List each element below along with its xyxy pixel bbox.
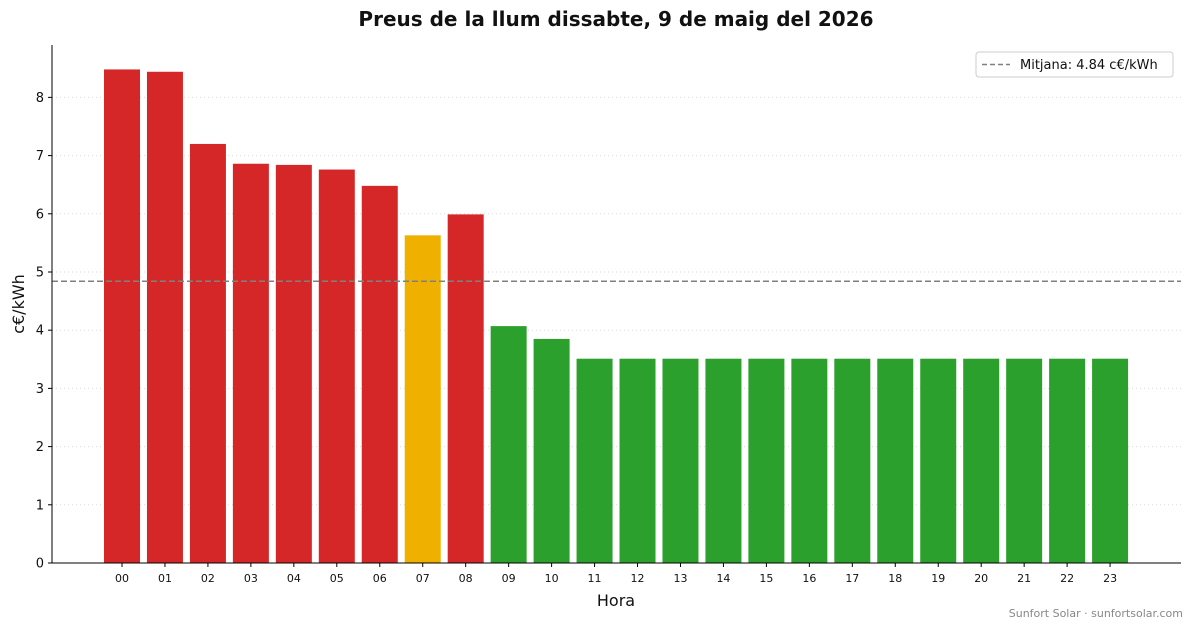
- bar-hour-23: [1092, 358, 1129, 563]
- y-tick-label: 6: [36, 207, 44, 222]
- bar-hour-01: [146, 71, 183, 563]
- x-ticks: 00 01 02 03 04 05 06 07 08 09 10 11 12 13 14 15 16 17 18 19…: [115, 563, 1117, 585]
- bar-hour-06: [361, 185, 398, 564]
- x-tick-label: 01: [158, 572, 172, 585]
- bar-hour-09: [490, 326, 527, 563]
- y-tick-label: 5: [36, 265, 44, 280]
- x-tick-label: 13: [673, 572, 687, 585]
- x-tick-label: 19: [931, 572, 945, 585]
- x-tick-label: 06: [373, 572, 387, 585]
- bar-hour-07: [404, 235, 441, 563]
- y-tick-label: 4: [36, 324, 44, 339]
- bar-hour-22: [1049, 358, 1086, 563]
- x-tick-label: 05: [330, 572, 344, 585]
- x-tick-label: 22: [1060, 572, 1074, 585]
- x-tick-label: 16: [802, 572, 816, 585]
- axes: [51, 45, 1181, 564]
- bar-hour-11: [576, 358, 613, 563]
- x-tick-label: 03: [244, 572, 258, 585]
- bars: [104, 69, 1129, 564]
- y-tick-label: 7: [36, 149, 44, 164]
- y-axis-label: c€/kWh: [9, 274, 28, 334]
- x-tick-label: 23: [1103, 572, 1117, 585]
- x-tick-label: 07: [416, 572, 430, 585]
- y-tick-label: 2: [36, 440, 44, 455]
- x-tick-label: 08: [459, 572, 473, 585]
- x-tick-label: 15: [759, 572, 773, 585]
- x-tick-label: 14: [716, 572, 730, 585]
- y-tick-label: 1: [36, 498, 44, 513]
- x-tick-label: 02: [201, 572, 215, 585]
- legend: Mitjana: 4.84 c€/kWh: [975, 51, 1174, 78]
- bar-hour-03: [232, 163, 269, 563]
- x-tick-label: 11: [588, 572, 602, 585]
- bar-hour-02: [189, 143, 226, 563]
- y-tick-label: 0: [36, 557, 44, 572]
- x-tick-label: 17: [845, 572, 859, 585]
- bar-hour-21: [1006, 358, 1043, 563]
- bar-hour-12: [619, 358, 656, 563]
- x-tick-label: 18: [888, 572, 902, 585]
- x-tick-label: 09: [502, 572, 516, 585]
- bar-hour-00: [104, 69, 140, 563]
- y-ticks: 0 1 2 3 4 5 6 7 8: [36, 91, 52, 572]
- bar-hour-13: [662, 358, 699, 563]
- bar-hour-19: [920, 358, 957, 563]
- bar-hour-08: [447, 214, 484, 564]
- bar-hour-04: [275, 164, 312, 564]
- y-tick-label: 3: [36, 382, 44, 397]
- x-axis-label: Hora: [597, 591, 635, 610]
- x-tick-label: 04: [287, 572, 301, 585]
- footer-credit: Sunfort Solar · sunfortsolar.com: [1009, 607, 1183, 620]
- chart-title: Preus de la llum dissabte, 9 de maig del…: [358, 7, 873, 31]
- bar-hour-10: [533, 338, 570, 563]
- bar-hour-20: [963, 358, 1000, 563]
- bar-hour-05: [318, 169, 355, 564]
- bar-hour-16: [791, 358, 828, 563]
- bar-hour-15: [748, 358, 785, 563]
- legend-mean-label: Mitjana: 4.84 c€/kWh: [1020, 58, 1158, 73]
- legend-box: [975, 51, 1174, 78]
- y-tick-label: 8: [36, 91, 44, 106]
- x-tick-label: 10: [545, 572, 559, 585]
- x-tick-label: 00: [115, 572, 129, 585]
- x-tick-label: 20: [974, 572, 988, 585]
- x-tick-label: 12: [631, 572, 645, 585]
- x-tick-label: 21: [1017, 572, 1031, 585]
- bar-hour-18: [877, 358, 914, 563]
- bar-hour-14: [705, 358, 742, 563]
- bar-hour-17: [834, 358, 871, 563]
